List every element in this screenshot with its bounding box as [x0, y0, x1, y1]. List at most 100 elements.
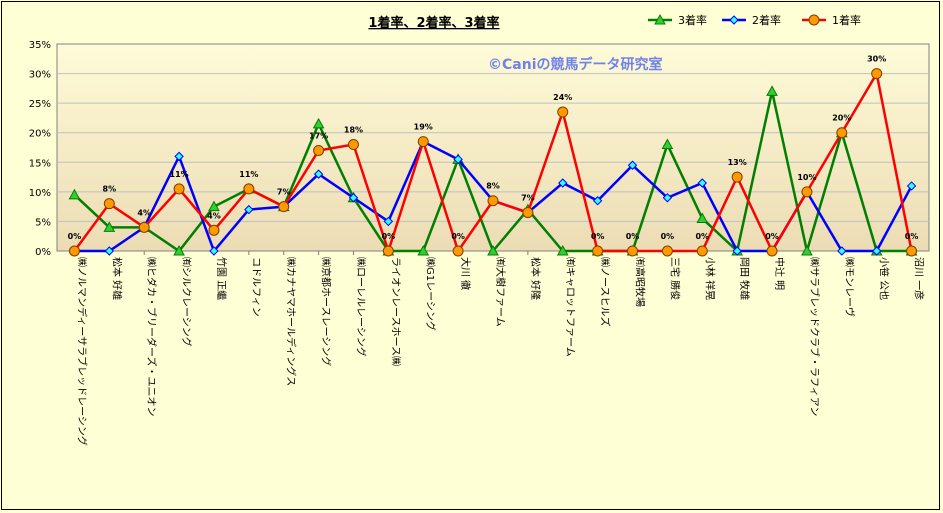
- data-point-circle: [836, 127, 848, 139]
- data-label: 7%: [521, 194, 535, 203]
- data-point-triangle: [417, 244, 430, 256]
- x-tick-label: 松本 好雄: [110, 257, 123, 300]
- x-tick-label: ㈱ローレルレーシング: [354, 257, 367, 357]
- data-point-circle: [382, 245, 394, 257]
- data-point-diamond: [348, 193, 359, 203]
- x-tick-label: 小笹 公也: [878, 257, 891, 300]
- x-tick-label: 三宅 勝俊: [668, 257, 681, 300]
- data-point-triangle: [173, 244, 185, 256]
- data-point-diamond: [313, 169, 324, 179]
- data-point-triangle: [487, 244, 499, 256]
- data-point-triangle: [556, 244, 569, 256]
- data-point-circle: [871, 68, 883, 80]
- legend-label: 1着率: [832, 13, 861, 27]
- data-point-triangle: [312, 117, 325, 129]
- x-tick-label: ㈱ノースヒルズ: [599, 257, 612, 327]
- watermark: ©Caniの競馬データ研究室: [488, 56, 663, 73]
- legend-entry: 1着率: [802, 13, 861, 27]
- data-point-circle: [808, 14, 820, 26]
- data-label: 24%: [553, 93, 572, 102]
- x-axis: ㈱ノルマンディーサラブレッドレーシング 松本 好雄 ㈱ヒダカ・ブリーダーズ・ユニオン…: [73, 251, 926, 446]
- data-label: 4%: [207, 211, 221, 220]
- data-label: 7%: [277, 188, 291, 197]
- data-point-circle: [801, 186, 813, 198]
- data-label: 0%: [905, 232, 919, 241]
- x-tick-label: ㈲大樹ファーム: [494, 257, 507, 327]
- data-point-circle: [138, 221, 150, 233]
- y-tick-label: 20%: [29, 129, 51, 140]
- data-point-circle: [661, 245, 673, 257]
- y-tick-label: 10%: [29, 188, 51, 199]
- y-tick-label: 35%: [29, 40, 51, 51]
- data-label: 0%: [765, 232, 779, 241]
- y-tick-label: 15%: [29, 158, 51, 169]
- data-point-diamond: [627, 160, 638, 170]
- legend-label: 3着率: [678, 13, 707, 27]
- data-label: 30%: [867, 55, 886, 64]
- data-point-circle: [347, 139, 359, 151]
- data-point-diamond: [732, 246, 742, 256]
- data-point-circle: [208, 224, 220, 236]
- data-point-triangle: [801, 244, 813, 256]
- y-tick-label: 30%: [29, 70, 51, 81]
- x-tick-label: ㈱サラブレッドクラブ・ラフィアン: [808, 257, 821, 416]
- x-tick-label: 岡田 牧雄: [738, 257, 751, 300]
- data-point-circle: [627, 245, 639, 257]
- data-label: 19%: [414, 123, 433, 132]
- data-label: 18%: [344, 126, 363, 135]
- data-point-diamond: [383, 216, 394, 227]
- data-label: 8%: [486, 182, 500, 191]
- x-tick-label: 中辻 明: [773, 257, 786, 290]
- data-point-diamond: [453, 154, 463, 165]
- data-label: 0%: [626, 232, 640, 241]
- data-point-diamond: [871, 246, 882, 256]
- x-tick-label: 沼川 一彦: [913, 257, 926, 300]
- x-tick-label: ㈱モンレーヴ: [843, 257, 856, 317]
- data-point-diamond: [209, 246, 219, 256]
- data-label: 0%: [591, 232, 605, 241]
- data-point-triangle: [103, 221, 116, 232]
- y-axis: 0% 5% 10% 15% 20% 25% 30% 35%: [29, 40, 51, 258]
- x-tick-label: ㈱ノルマンディーサラブレッドレーシング: [75, 257, 88, 446]
- legend: 3着率 2着率 1着率: [648, 13, 861, 27]
- x-tick-label: ライオンレースホース㈱: [389, 257, 401, 366]
- data-point-circle: [906, 245, 918, 257]
- chart-title: 1着率、2着率、3着率: [368, 15, 499, 31]
- data-label: 13%: [728, 158, 747, 167]
- data-point-circle: [592, 245, 604, 257]
- data-point-diamond: [558, 178, 568, 188]
- data-point-diamond: [244, 204, 254, 215]
- legend-entry: 2着率: [722, 13, 781, 27]
- data-point-diamond: [592, 196, 603, 206]
- data-point-diamond: [729, 15, 739, 25]
- data-point-circle: [696, 245, 708, 257]
- plot-area: [56, 43, 930, 252]
- data-label: 11%: [239, 170, 258, 179]
- y-tick-label: 5%: [35, 217, 51, 228]
- data-point-circle: [278, 201, 290, 213]
- x-tick-label: ㈱ヒダカ・ブリーダーズ・ユニオン: [145, 257, 158, 417]
- x-tick-label: 竹園 正繼: [215, 257, 228, 300]
- gridlines: [57, 73, 929, 222]
- data-point-diamond: [174, 151, 184, 162]
- x-tick-label: ㈲シルクレーシング: [180, 257, 193, 347]
- data-label: 0%: [451, 232, 465, 241]
- x-tick-label: ㈱京都ホースレーシング: [320, 257, 333, 366]
- data-point-diamond: [697, 178, 707, 188]
- x-tick-label: ㈱カナヤマホールディングス: [285, 257, 298, 386]
- data-point-triangle: [696, 212, 709, 223]
- data-point-diamond: [837, 246, 847, 256]
- data-label: 0%: [68, 232, 82, 241]
- data-point-circle: [487, 195, 499, 207]
- x-tick-label: 大川 徹: [459, 257, 472, 290]
- y-tick-label: 25%: [29, 99, 51, 110]
- data-point-triangle: [766, 85, 778, 96]
- legend-label: 2着率: [752, 13, 781, 27]
- data-point-circle: [766, 245, 778, 257]
- data-point-circle: [522, 207, 534, 219]
- data-point-circle: [452, 245, 464, 257]
- x-tick-label: ㈲キャロットファーム: [564, 257, 576, 357]
- data-point-circle: [417, 136, 429, 148]
- data-point-triangle: [661, 138, 674, 150]
